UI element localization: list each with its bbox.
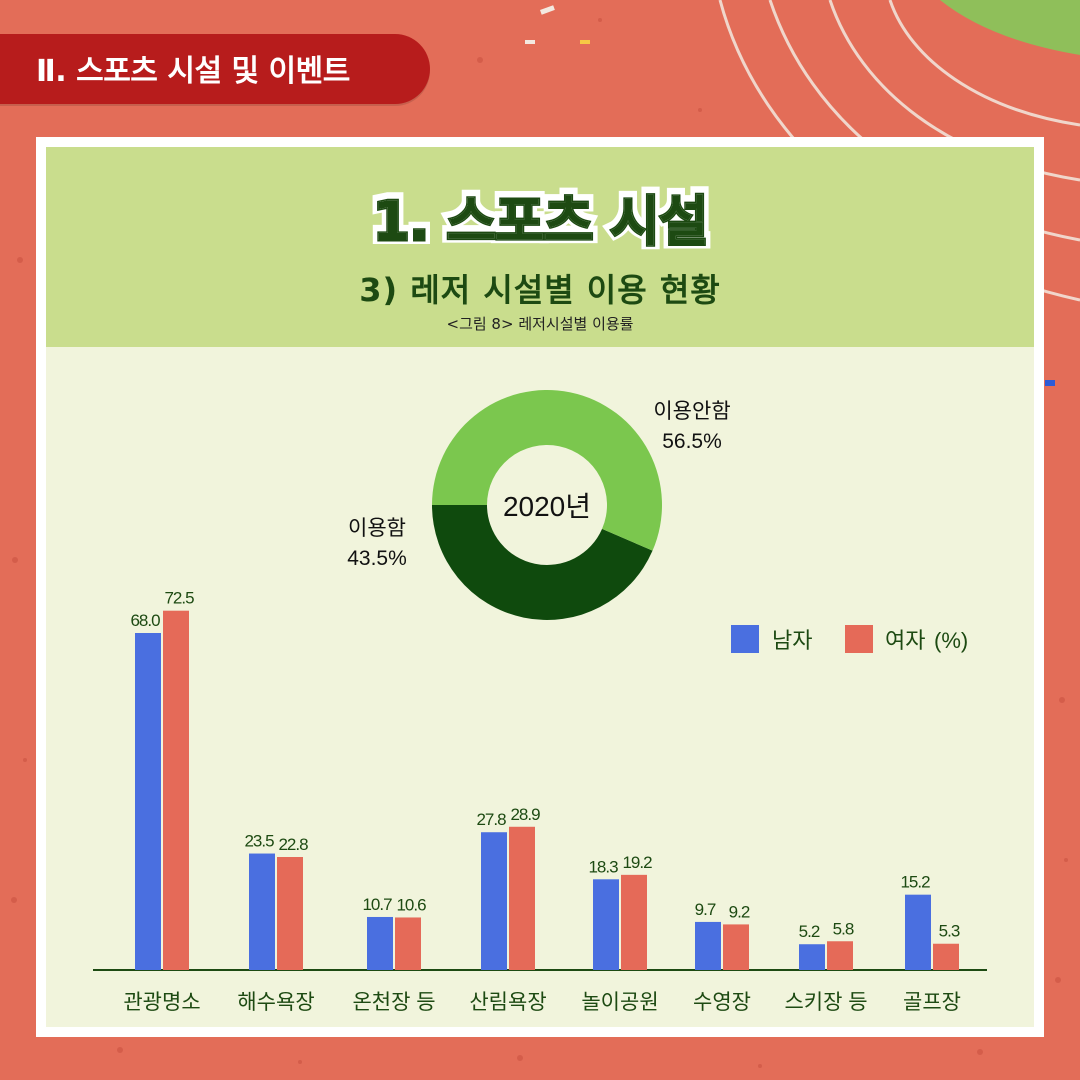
bar-label-female-6: 5.8 <box>833 919 854 938</box>
category-label-6: 스키장 등 <box>784 991 867 1014</box>
bar-male-2 <box>367 917 393 970</box>
bar-label-male-5: 9.7 <box>695 900 716 919</box>
category-label-2: 온천장 등 <box>352 991 435 1014</box>
bar-male-1 <box>249 854 275 970</box>
category-label-0: 관광명소 <box>123 991 200 1014</box>
bar-label-male-0: 68.0 <box>130 611 160 630</box>
bar-label-female-0: 72.5 <box>164 589 194 608</box>
bar-label-male-3: 27.8 <box>476 810 506 829</box>
bar-male-0 <box>135 633 161 970</box>
bar-male-4 <box>593 879 619 970</box>
category-label-4: 놀이공원 <box>581 991 658 1014</box>
bar-female-5 <box>723 924 749 970</box>
bar-label-male-7: 15.2 <box>900 873 930 892</box>
donut-label-use-name: 이용함 <box>348 517 406 540</box>
legend-unit: (%) <box>934 628 968 653</box>
bar-female-3 <box>509 827 535 970</box>
bar-label-female-1: 22.8 <box>278 835 308 854</box>
bar-label-male-2: 10.7 <box>362 895 392 914</box>
bar-female-1 <box>277 857 303 970</box>
bar-label-female-3: 28.9 <box>510 805 540 824</box>
donut-label-nonuse-value: 56.5% <box>662 430 722 453</box>
bar-male-6 <box>799 944 825 970</box>
bar-male-3 <box>481 832 507 970</box>
donut-center-label: 2020년 <box>503 491 591 522</box>
bar-label-female-5: 9.2 <box>729 902 750 921</box>
bar-male-7 <box>905 895 931 970</box>
bar-label-male-1: 23.5 <box>244 832 274 851</box>
category-label-7: 골프장 <box>903 991 961 1014</box>
bar-label-male-6: 5.2 <box>799 922 820 941</box>
legend-swatch-female <box>845 625 873 653</box>
bar-label-female-7: 5.3 <box>939 922 960 941</box>
legend-label-female: 여자 <box>885 628 925 653</box>
bar-male-5 <box>695 922 721 970</box>
bar-label-female-2: 10.6 <box>396 895 426 914</box>
category-label-5: 수영장 <box>693 991 751 1014</box>
legend-swatch-male <box>731 625 759 653</box>
category-label-1: 해수욕장 <box>237 991 314 1014</box>
donut-label-nonuse-name: 이용안함 <box>653 400 730 423</box>
bar-female-0 <box>163 611 189 970</box>
bar-female-7 <box>933 944 959 970</box>
bar-female-2 <box>395 917 421 970</box>
donut-label-use-value: 43.5% <box>347 547 407 570</box>
bar-label-male-4: 18.3 <box>588 857 618 876</box>
bar-label-female-4: 19.2 <box>622 853 652 872</box>
bar-female-6 <box>827 941 853 970</box>
category-label-3: 산림욕장 <box>469 991 546 1014</box>
bar-female-4 <box>621 875 647 970</box>
legend-label-male: 남자 <box>772 628 812 653</box>
